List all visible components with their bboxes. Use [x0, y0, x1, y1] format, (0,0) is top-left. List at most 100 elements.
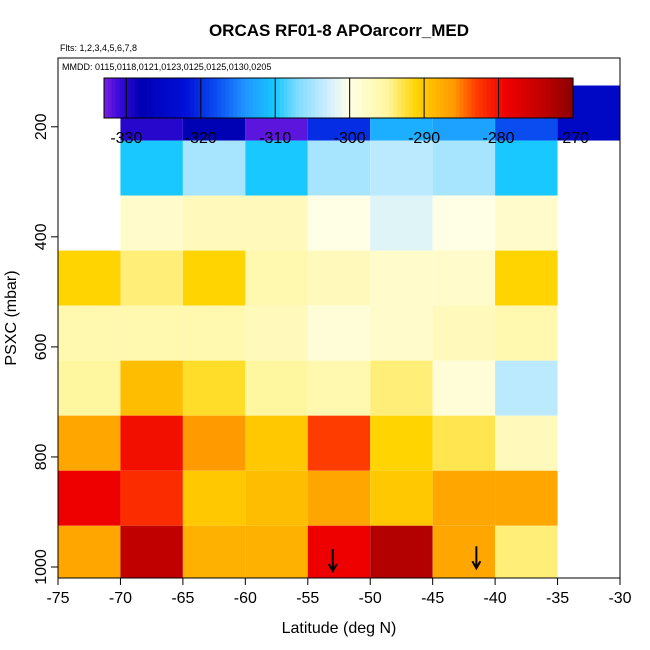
- colorbar-tick-label: -290: [408, 130, 440, 147]
- colorbar-segment: [487, 78, 492, 118]
- colorbar-segment: [416, 78, 422, 118]
- colorbar-segment: [189, 78, 195, 118]
- colorbar-segment: [565, 78, 570, 118]
- colorbar-segment: [209, 78, 215, 118]
- colorbar-segment: [334, 78, 340, 118]
- heatmap-cell: [58, 305, 121, 361]
- colorbar-segment: [393, 78, 398, 118]
- y-tick-label: 600: [33, 333, 50, 360]
- colorbar-segment: [119, 78, 125, 118]
- heatmap-cell: [58, 360, 121, 416]
- colorbar-segment: [526, 78, 531, 118]
- heatmap-cell: [307, 470, 371, 526]
- heatmap-cell: [307, 195, 371, 251]
- colorbar-segment: [494, 78, 500, 118]
- colorbar-segment: [229, 78, 234, 118]
- heatmap-cell: [58, 525, 121, 578]
- colorbar-segment: [131, 78, 136, 118]
- colorbar-segment: [330, 78, 336, 118]
- colorbar-segment: [428, 78, 433, 118]
- colorbar-segment: [213, 78, 218, 118]
- colorbar-segment: [342, 78, 347, 118]
- chart-title: ORCAS RF01-8 APOarcorr_MED: [209, 21, 469, 40]
- colorbar-segment: [326, 78, 332, 118]
- colorbar-segment: [287, 78, 293, 118]
- colorbar-tick-label: -280: [483, 130, 515, 147]
- heatmap-cell: [245, 360, 308, 416]
- colorbar-segment: [256, 78, 261, 118]
- colorbar-segment: [490, 78, 496, 118]
- colorbar-segment: [264, 78, 269, 118]
- mmdd-label: MMDD: 0115,0118,0121,0123,0125,0125,0130…: [62, 62, 271, 72]
- heatmap-cell: [245, 195, 308, 251]
- colorbar-segment: [354, 78, 359, 118]
- x-tick-label: -30: [608, 590, 631, 607]
- heatmap-cell: [245, 470, 308, 526]
- heatmap-cell: [307, 140, 371, 196]
- colorbar-segment: [322, 78, 328, 118]
- colorbar-segment: [358, 78, 363, 118]
- colorbar-segment: [424, 78, 429, 118]
- colorbar-segment: [483, 78, 488, 118]
- colorbar-segment: [143, 78, 148, 118]
- colorbar-segment: [498, 78, 504, 118]
- colorbar-segment: [553, 78, 558, 118]
- colorbar-segment: [338, 78, 344, 118]
- heatmap-cell: [495, 470, 558, 526]
- heatmap-cell: [182, 525, 246, 578]
- colorbar-tick-label: -300: [334, 130, 366, 147]
- colorbar-segment: [236, 78, 242, 118]
- colorbar-segment: [182, 78, 187, 118]
- colorbar-segment: [510, 78, 515, 118]
- colorbar-segment: [397, 78, 402, 118]
- colorbar: -330 -320 -310 -300 -290 -280 -270: [103, 77, 589, 147]
- colorbar-segment: [420, 78, 426, 118]
- colorbar-segment: [135, 78, 140, 118]
- x-tick-label: -45: [421, 590, 444, 607]
- colorbar-segment: [178, 78, 183, 118]
- heatmap-cell: [307, 250, 371, 306]
- heatmap-cell: [432, 195, 496, 251]
- heatmap-cell: [370, 305, 433, 361]
- arrow-marker: [471, 546, 482, 571]
- colorbar-segment: [365, 78, 371, 118]
- colorbar-segment: [561, 78, 566, 118]
- colorbar-segment: [432, 78, 437, 118]
- heatmap-cell: [182, 415, 246, 471]
- heatmap-cell: [495, 195, 558, 251]
- colorbar-segment: [104, 78, 109, 118]
- colorbar-segment: [248, 78, 254, 118]
- heatmap-cell: [245, 140, 308, 196]
- colorbar-segment: [252, 78, 258, 118]
- colorbar-segment: [174, 78, 179, 118]
- colorbar-segment: [459, 78, 465, 118]
- colorbar-segment: [291, 78, 297, 118]
- colorbar-tick-label: -310: [259, 130, 291, 147]
- colorbar-segment: [260, 78, 265, 118]
- colorbar-segment: [139, 78, 144, 118]
- colorbar-segment: [506, 78, 512, 118]
- colorbar-segment: [533, 78, 539, 118]
- colorbar-segment: [221, 78, 226, 118]
- flights-label: Flts: 1,2,3,4,5,6,7,8: [60, 43, 137, 53]
- colorbar-segment: [311, 78, 316, 118]
- heatmap-cell: [120, 525, 183, 578]
- colorbar-segment: [440, 78, 445, 118]
- colorbar-segment: [279, 78, 285, 118]
- x-tick-label: -35: [546, 590, 569, 607]
- heatmap-cell: [182, 305, 246, 361]
- colorbar-segment: [479, 78, 484, 118]
- colorbar-segment: [451, 78, 457, 118]
- heatmap-cell: [120, 305, 183, 361]
- colorbar-segment: [217, 78, 222, 118]
- colorbar-segment: [373, 78, 379, 118]
- colorbar-tick-label: -270: [557, 130, 589, 147]
- colorbar-segment: [272, 78, 277, 118]
- x-axis-label: Latitude (deg N): [282, 620, 397, 637]
- colorbar-segment: [115, 78, 121, 118]
- colorbar-segment: [350, 78, 355, 118]
- heatmap-cell: [495, 305, 558, 361]
- heatmap-cell: [432, 140, 496, 196]
- heatmap-cell: [307, 360, 371, 416]
- colorbar-segment: [268, 78, 273, 118]
